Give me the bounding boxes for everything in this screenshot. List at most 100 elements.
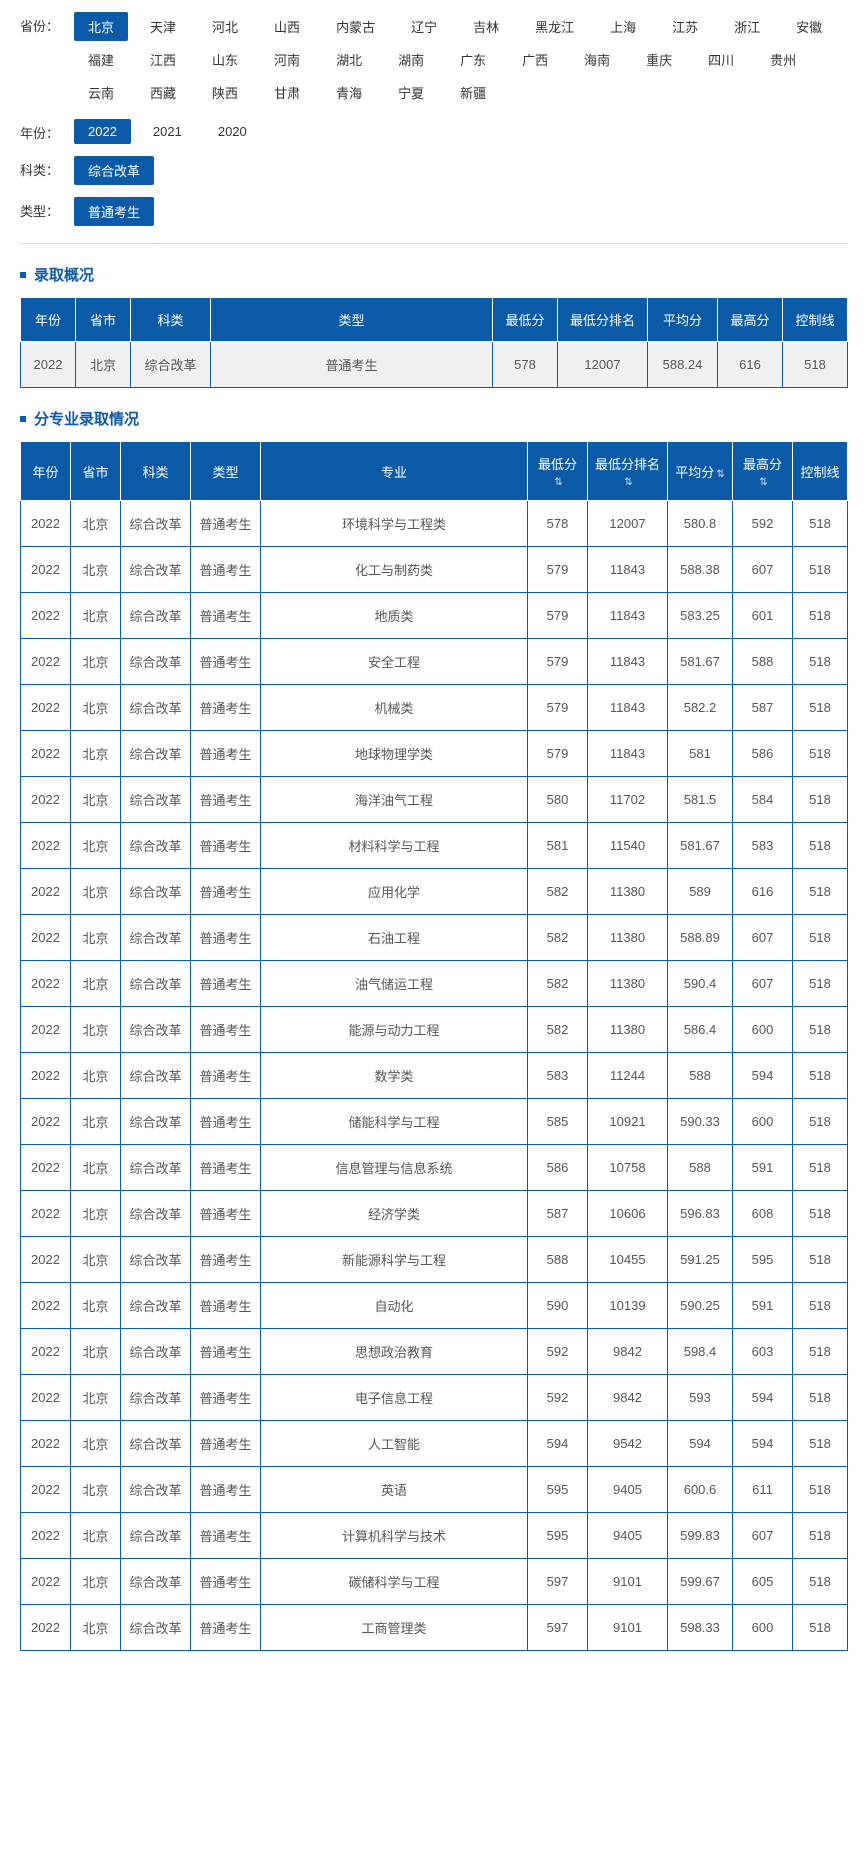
table-cell: 589 [668, 869, 733, 915]
filter-option-province[interactable]: 江苏 [658, 12, 712, 41]
table-cell: 518 [793, 1559, 848, 1605]
table-cell: 普通考生 [191, 1605, 261, 1651]
table-cell: 储能科学与工程 [261, 1099, 528, 1145]
table-row: 2022北京综合改革普通考生新能源科学与工程58810455591.255955… [21, 1237, 848, 1283]
table-cell: 518 [793, 1007, 848, 1053]
filter-option-year[interactable]: 2021 [139, 119, 196, 144]
filter-option-province[interactable]: 内蒙古 [322, 12, 389, 41]
table-cell: 518 [793, 501, 848, 547]
table-cell: 2022 [21, 1237, 71, 1283]
table-cell: 北京 [71, 731, 121, 777]
table-cell: 518 [793, 1329, 848, 1375]
filter-option-province[interactable]: 甘肃 [260, 78, 314, 107]
filter-option-province[interactable]: 陕西 [198, 78, 252, 107]
table-cell: 数学类 [261, 1053, 528, 1099]
table-cell: 579 [528, 639, 588, 685]
filter-option-province[interactable]: 广西 [508, 45, 562, 74]
filter-option-province[interactable]: 安徽 [782, 12, 836, 41]
filter-option-province[interactable]: 山西 [260, 12, 314, 41]
table-cell: 北京 [76, 342, 131, 388]
overview-col-header: 类型 [211, 298, 493, 342]
filter-option-province[interactable]: 湖南 [384, 45, 438, 74]
filter-option-province[interactable]: 四川 [694, 45, 748, 74]
filter-option-province[interactable]: 西藏 [136, 78, 190, 107]
table-cell: 2022 [21, 1605, 71, 1651]
type-label: 类型： [20, 195, 70, 220]
table-cell: 11540 [588, 823, 668, 869]
filter-option-province[interactable]: 湖北 [322, 45, 376, 74]
table-cell: 北京 [71, 1099, 121, 1145]
table-cell: 518 [793, 1283, 848, 1329]
filter-option-province[interactable]: 黑龙江 [521, 12, 588, 41]
filter-option-year[interactable]: 2020 [204, 119, 261, 144]
table-row: 2022北京综合改革普通考生石油工程58211380588.89607518 [21, 915, 848, 961]
filter-option-province[interactable]: 广东 [446, 45, 500, 74]
table-cell: 2022 [21, 961, 71, 1007]
table-cell: 普通考生 [211, 342, 493, 388]
filter-option-province[interactable]: 青海 [322, 78, 376, 107]
filter-option-province[interactable]: 浙江 [720, 12, 774, 41]
table-cell: 综合改革 [121, 1467, 191, 1513]
filter-option-province[interactable]: 天津 [136, 12, 190, 41]
filter-option-province[interactable]: 新疆 [446, 78, 500, 107]
sort-icon: ⇅ [759, 477, 767, 488]
table-cell: 601 [733, 593, 793, 639]
filter-option-province[interactable]: 福建 [74, 45, 128, 74]
filter-option-province[interactable]: 重庆 [632, 45, 686, 74]
table-row: 2022北京综合改革普通考生储能科学与工程58510921590.3360051… [21, 1099, 848, 1145]
table-cell: 594 [733, 1421, 793, 1467]
overview-table: 年份省市科类类型最低分最低分排名平均分最高分控制线 2022北京综合改革普通考生… [20, 297, 848, 388]
table-cell: 10455 [588, 1237, 668, 1283]
filter-option-province[interactable]: 山东 [198, 45, 252, 74]
filter-option-province[interactable]: 贵州 [756, 45, 810, 74]
table-cell: 592 [528, 1329, 588, 1375]
table-row: 2022北京综合改革普通考生海洋油气工程58011702581.5584518 [21, 777, 848, 823]
table-cell: 12007 [558, 342, 648, 388]
filter-option-type[interactable]: 普通考生 [74, 197, 154, 226]
table-cell: 580 [528, 777, 588, 823]
filter-option-province[interactable]: 辽宁 [397, 12, 451, 41]
table-cell: 北京 [71, 593, 121, 639]
table-cell: 588.24 [648, 342, 718, 388]
overview-col-header: 最高分 [718, 298, 783, 342]
table-cell: 588 [668, 1053, 733, 1099]
filter-option-province[interactable]: 河南 [260, 45, 314, 74]
filter-option-province[interactable]: 河北 [198, 12, 252, 41]
table-cell: 2022 [21, 1513, 71, 1559]
table-cell: 2022 [21, 1053, 71, 1099]
table-cell: 9101 [588, 1559, 668, 1605]
table-cell: 586 [733, 731, 793, 777]
detail-col-header[interactable]: 最低分排名⇅ [588, 442, 668, 501]
filter-option-province[interactable]: 江西 [136, 45, 190, 74]
sort-icon: ⇅ [716, 469, 724, 480]
table-cell: 普通考生 [191, 1099, 261, 1145]
table-cell: 人工智能 [261, 1421, 528, 1467]
filter-option-province[interactable]: 宁夏 [384, 78, 438, 107]
table-cell: 综合改革 [121, 1329, 191, 1375]
table-cell: 579 [528, 547, 588, 593]
detail-col-header[interactable]: 最高分⇅ [733, 442, 793, 501]
table-cell: 普通考生 [191, 639, 261, 685]
table-cell: 普通考生 [191, 1559, 261, 1605]
filter-option-province[interactable]: 吉林 [459, 12, 513, 41]
table-cell: 新能源科学与工程 [261, 1237, 528, 1283]
table-cell: 591 [733, 1283, 793, 1329]
table-cell: 518 [793, 1513, 848, 1559]
filter-option-year[interactable]: 2022 [74, 119, 131, 144]
table-cell: 585 [528, 1099, 588, 1145]
filter-option-subject[interactable]: 综合改革 [74, 156, 154, 185]
table-cell: 581.67 [668, 823, 733, 869]
filter-option-province[interactable]: 海南 [570, 45, 624, 74]
filter-option-province[interactable]: 上海 [596, 12, 650, 41]
filter-option-province[interactable]: 云南 [74, 78, 128, 107]
filter-option-province[interactable]: 北京 [74, 12, 128, 41]
subject-options: 综合改革 [70, 154, 848, 187]
table-cell: 581.5 [668, 777, 733, 823]
detail-col-header[interactable]: 平均分⇅ [668, 442, 733, 501]
detail-col-header[interactable]: 最低分⇅ [528, 442, 588, 501]
year-label: 年份： [20, 117, 70, 142]
table-cell: 2022 [21, 1283, 71, 1329]
table-cell: 518 [793, 1099, 848, 1145]
table-cell: 综合改革 [121, 1421, 191, 1467]
table-cell: 590.4 [668, 961, 733, 1007]
